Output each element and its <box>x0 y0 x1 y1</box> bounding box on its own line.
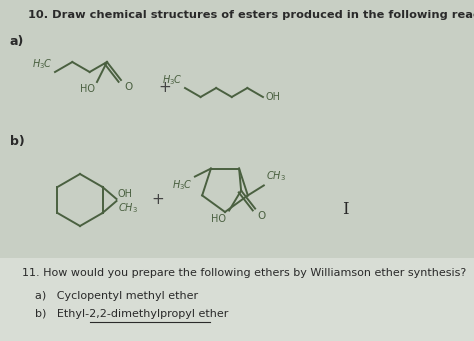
Text: OH: OH <box>118 189 133 199</box>
Text: $H_3C$: $H_3C$ <box>32 57 53 71</box>
Text: 11. How would you prepare the following ethers by Williamson ether synthesis?: 11. How would you prepare the following … <box>22 268 466 278</box>
Text: a): a) <box>10 35 24 48</box>
Text: $H_3C$: $H_3C$ <box>162 73 183 87</box>
Text: HO: HO <box>211 213 226 224</box>
Text: OH: OH <box>266 92 281 102</box>
Text: 10. Draw chemical structures of esters produced in the following reactions:: 10. Draw chemical structures of esters p… <box>28 10 474 20</box>
Text: I: I <box>342 202 348 219</box>
Text: O: O <box>257 211 265 221</box>
Text: +: + <box>159 80 172 95</box>
Text: b): b) <box>10 135 25 148</box>
Bar <box>0 258 474 341</box>
Text: +: + <box>152 193 164 208</box>
Text: $H_3C$: $H_3C$ <box>172 179 193 192</box>
Text: b)   Ethyl-2,2-dimethylpropyl ether: b) Ethyl-2,2-dimethylpropyl ether <box>35 309 228 319</box>
Text: a)   Cyclopentyl methyl ether: a) Cyclopentyl methyl ether <box>35 291 198 301</box>
Text: $CH_3$: $CH_3$ <box>118 201 137 215</box>
Text: HO: HO <box>80 84 95 94</box>
Text: $CH_3$: $CH_3$ <box>266 169 286 183</box>
Text: O: O <box>124 82 132 92</box>
